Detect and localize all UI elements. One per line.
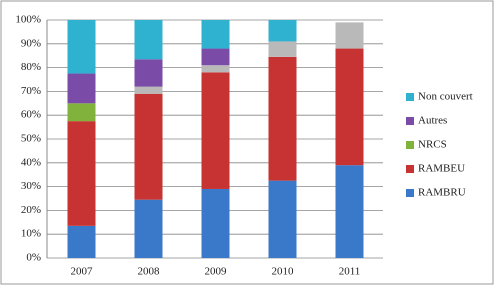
y-tick-label: 100% (15, 14, 41, 26)
legend-swatch (406, 165, 414, 173)
bar-segment (268, 20, 297, 42)
legend-swatch (406, 141, 414, 149)
x-tick-label: 2009 (205, 266, 228, 278)
bar-segment (134, 59, 163, 87)
bar-segment (201, 65, 230, 73)
bar-segment (67, 20, 96, 74)
bar-segment (201, 48, 230, 66)
x-tick-label: 2011 (339, 266, 361, 278)
bar-segment (335, 165, 364, 258)
bar-segment (268, 41, 297, 57)
y-tick-label: 30% (21, 180, 41, 192)
bar-segment (201, 72, 230, 189)
bar-segment (335, 48, 364, 166)
legend-label: RAMBRU (418, 187, 466, 199)
bar-segment (134, 20, 163, 60)
bar-segment (335, 22, 364, 49)
y-tick-label: 60% (21, 109, 41, 121)
legend-swatch (406, 117, 414, 125)
y-tick-label: 40% (21, 156, 41, 168)
y-tick-label: 90% (21, 37, 41, 49)
legend-label: Autres (418, 115, 447, 127)
bar-segment (134, 86, 163, 94)
legend-label: NRCS (418, 139, 447, 151)
bar-segment (134, 199, 163, 258)
legend-swatch (406, 93, 414, 101)
x-tick-label: 2007 (71, 266, 94, 278)
bar-segment (67, 103, 96, 122)
y-tick-label: 0% (26, 252, 41, 264)
bar-segment (268, 180, 297, 258)
x-tick-label: 2010 (272, 266, 295, 278)
y-tick-label: 20% (21, 204, 41, 216)
y-tick-label: 80% (21, 61, 41, 73)
bar-segment (67, 73, 96, 104)
legend-label: Non couvert (418, 91, 473, 103)
legend-label: RAMBEU (418, 163, 465, 175)
x-tick-label: 2008 (138, 266, 161, 278)
bar-segment (268, 56, 297, 181)
bar-segment (201, 20, 230, 49)
y-tick-label: 70% (21, 85, 41, 97)
bar-segment (201, 188, 230, 258)
bar-segment (67, 121, 96, 226)
y-tick-label: 10% (21, 228, 41, 240)
bar-segment (134, 93, 163, 200)
bar-segment (67, 225, 96, 258)
legend-swatch (406, 189, 414, 197)
y-tick-label: 50% (21, 133, 41, 145)
